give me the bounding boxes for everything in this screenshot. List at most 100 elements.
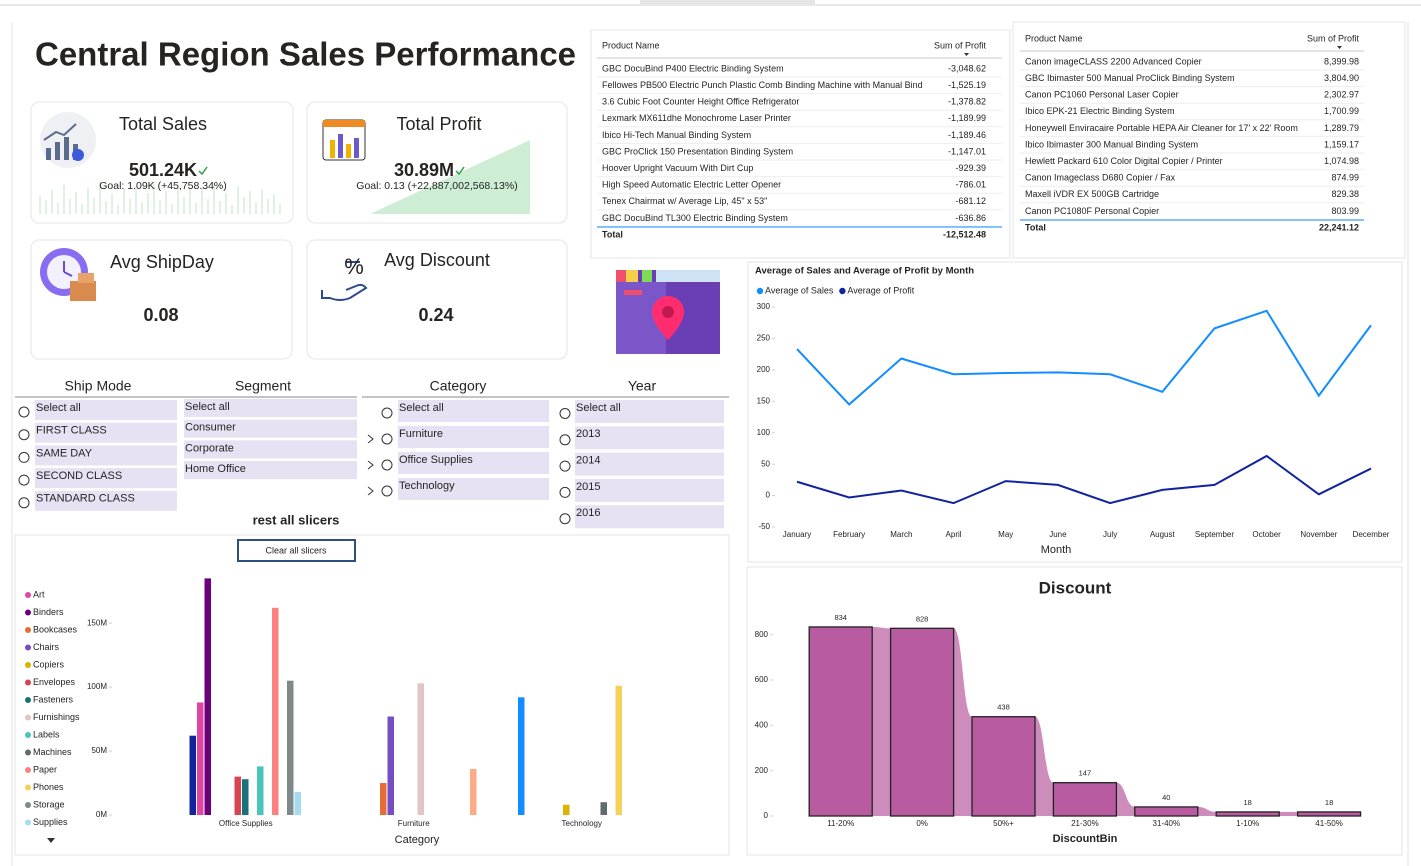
slicer-item[interactable]: Technology xyxy=(399,480,455,492)
slicer-item[interactable]: SECOND CLASS xyxy=(36,470,122,482)
slicer-item-bg[interactable] xyxy=(398,478,549,500)
slicer-item-bg[interactable] xyxy=(184,461,357,480)
slicer-item[interactable]: Corporate xyxy=(185,442,234,454)
legend-label: Average of Profit xyxy=(847,285,914,295)
slicer-item[interactable]: Select all xyxy=(36,402,81,414)
x-tick-label: December xyxy=(1353,530,1390,539)
y-tick-label: 100 xyxy=(757,428,771,437)
y-tick-label: 400 xyxy=(755,720,769,729)
table-cell: 3,804.90 xyxy=(1324,73,1359,83)
bar xyxy=(470,768,477,815)
slicer-item-bg[interactable] xyxy=(184,419,357,438)
legend-label: Supplies xyxy=(33,817,68,827)
slicer-radio[interactable] xyxy=(559,513,571,525)
y-tick-label: 150 xyxy=(757,396,771,405)
slicer-item[interactable]: SAME DAY xyxy=(36,447,93,459)
x-tick-label: March xyxy=(890,530,912,539)
slicer-radio[interactable] xyxy=(18,451,30,463)
kpi-title: Avg ShipDay xyxy=(110,252,214,272)
slicer-radio[interactable] xyxy=(18,406,30,418)
legend-marker xyxy=(25,802,31,808)
bar xyxy=(234,776,241,815)
legend-label: Art xyxy=(33,589,45,599)
slicer-item-bg[interactable] xyxy=(35,445,177,466)
legend-scroll[interactable] xyxy=(47,838,55,843)
table-cell: GBC DocuBind TL300 Electric Binding Syst… xyxy=(602,213,788,223)
legend-label: Furnishings xyxy=(33,712,80,722)
slicer-item-bg[interactable] xyxy=(35,400,177,420)
y-tick-label: 300 xyxy=(757,302,771,311)
legend-label: Binders xyxy=(33,607,64,617)
slicer-item-bg[interactable] xyxy=(398,452,549,474)
legend-marker xyxy=(25,767,31,773)
slicer-item[interactable]: STANDARD CLASS xyxy=(36,493,135,505)
slicer-item[interactable]: 2013 xyxy=(576,428,600,440)
sparkline xyxy=(39,182,281,214)
x-tick-label: 1-10% xyxy=(1236,819,1259,828)
slicer-item-bg[interactable] xyxy=(575,505,724,529)
slicer-item-bg[interactable] xyxy=(575,400,724,423)
window-tab xyxy=(640,0,815,4)
slicer-item-bg[interactable] xyxy=(398,400,549,422)
slicer-radio[interactable] xyxy=(381,407,393,419)
slicer-radio[interactable] xyxy=(18,474,30,486)
slicer-radio[interactable] xyxy=(381,459,393,471)
table-cell: -786.01 xyxy=(955,180,986,190)
y-tick-label: 100M xyxy=(87,682,107,691)
slicer-radio[interactable] xyxy=(559,434,571,446)
slicer-item[interactable]: Select all xyxy=(399,402,444,414)
legend-label: Phones xyxy=(33,782,64,792)
slicer-radio[interactable] xyxy=(381,485,393,497)
slicer-title: Category xyxy=(430,378,487,394)
slicer-item-bg[interactable] xyxy=(398,426,549,448)
x-tick-label: Technology xyxy=(562,819,602,828)
slicer-item[interactable]: Home Office xyxy=(185,463,246,475)
slicer-radio[interactable] xyxy=(559,486,571,498)
slicer-item-bg[interactable] xyxy=(35,468,177,489)
slicer-item-bg[interactable] xyxy=(184,440,357,459)
table-cell: -3,048.62 xyxy=(948,63,986,73)
reset-button[interactable] xyxy=(237,539,356,562)
slicer-item[interactable]: Office Supplies xyxy=(399,454,473,466)
table-panel xyxy=(1012,21,1406,259)
slicer-item[interactable]: 2016 xyxy=(576,507,600,519)
slicer-expand[interactable] xyxy=(367,434,374,444)
legend-marker xyxy=(25,697,31,703)
table-cell: Tenex Chairmat w/ Average Lip, 45" x 53" xyxy=(602,196,767,206)
legend-marker xyxy=(25,749,31,756)
table-cell: 1,289.79 xyxy=(1324,123,1359,133)
reset-button-label[interactable]: Clear all slicers xyxy=(265,545,327,555)
slicer-expand[interactable] xyxy=(367,486,374,496)
legend-marker xyxy=(25,609,31,616)
icon-discount: % xyxy=(321,254,368,301)
table-cell: Ibico EPK-21 Electric Binding System xyxy=(1025,106,1175,116)
icon-shipday xyxy=(40,248,96,301)
slicer-item[interactable]: 2014 xyxy=(576,455,600,467)
slicer-radio[interactable] xyxy=(381,433,393,445)
slicer-item-bg[interactable] xyxy=(35,490,177,511)
slicer-item[interactable]: Select all xyxy=(185,401,230,413)
slicer-radio[interactable] xyxy=(559,408,571,419)
slicer-item[interactable]: Furniture xyxy=(399,428,443,440)
bar xyxy=(563,804,570,815)
slicer-item-bg[interactable] xyxy=(575,426,724,450)
slicer-item[interactable]: 2015 xyxy=(576,481,600,493)
slicer-item-bg[interactable] xyxy=(184,399,357,417)
slicer-expand[interactable] xyxy=(367,460,374,470)
slicer-item-bg[interactable] xyxy=(35,422,177,443)
table-cell: High Speed Automatic Electric Letter Ope… xyxy=(602,180,781,190)
slicer-item[interactable]: FIRST CLASS xyxy=(36,425,107,437)
slicer-item-bg[interactable] xyxy=(575,452,724,476)
legend-label: Copiers xyxy=(33,659,65,669)
slicer-radio[interactable] xyxy=(18,429,30,441)
slicer-item[interactable]: Consumer xyxy=(185,422,236,434)
bar xyxy=(971,716,1036,817)
table-cell: Fellowes PB500 Electric Punch Plastic Co… xyxy=(602,80,923,90)
x-tick-label: 0% xyxy=(916,819,928,828)
bar xyxy=(380,783,387,815)
chart-panel xyxy=(747,261,1403,563)
slicer-item[interactable]: Select all xyxy=(576,402,621,414)
slicer-radio[interactable] xyxy=(18,497,30,509)
slicer-item-bg[interactable] xyxy=(575,478,724,502)
slicer-radio[interactable] xyxy=(559,460,571,472)
